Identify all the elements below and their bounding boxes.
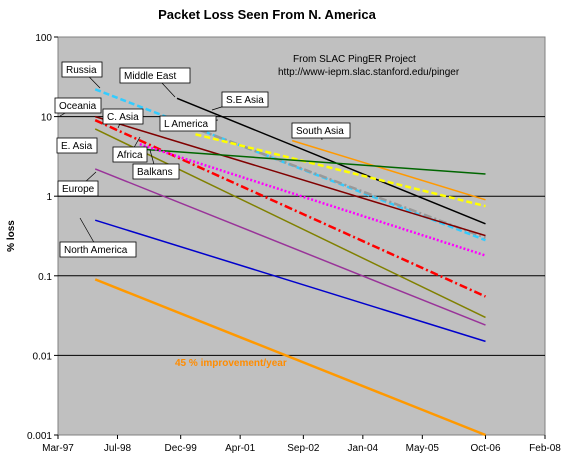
callout-label-north-america: North America	[64, 245, 128, 256]
y-tick-label: 100	[35, 33, 52, 44]
y-axis-ticks: 0.001 0.01 0.1 1 10 100	[27, 33, 58, 442]
callout-box-oceania	[54, 97, 102, 114]
y-axis-label: % loss	[6, 220, 17, 252]
improvement-label: 45 % improvement/year	[175, 358, 287, 369]
callout-label-middle-east: Middle East	[124, 71, 176, 82]
x-tick-label: Jul-98	[104, 443, 132, 454]
callout-box-africa	[112, 146, 148, 163]
series-trend-45pct	[94, 278, 486, 437]
y-tick-label: 0.1	[38, 272, 52, 283]
callout-box-europe	[57, 180, 99, 197]
callout-label-oceania: Oceania	[59, 101, 97, 112]
callout-box-e-asia	[56, 137, 98, 154]
x-tick-label: Dec-99	[165, 443, 198, 454]
x-tick-label: Feb-08	[529, 443, 561, 454]
chart-title: Packet Loss Seen From N. America	[158, 7, 376, 22]
y-tick-label: 0.001	[27, 431, 52, 442]
annotation-source: From SLAC PingER Project	[293, 54, 416, 65]
callout-label-europe: Europe	[62, 184, 95, 195]
x-tick-label: Jan-04	[348, 443, 379, 454]
series-balkans	[139, 143, 486, 257]
x-tick-label: Mar-97	[42, 443, 74, 454]
series-callouts: Russia Middle East S.E Asia Oceania C. Asia L…	[54, 61, 351, 258]
callout-box-middle-east	[119, 67, 191, 84]
callout-label-l-america: L America	[164, 119, 209, 130]
x-axis-ticks: Mar-97 Jul-98 Dec-99 Apr-01 Sep-02 Jan-04 May-…	[42, 435, 561, 454]
callout-box-russia	[61, 61, 103, 78]
y-tick-label: 1	[46, 192, 52, 203]
series-l-america	[195, 133, 486, 208]
callout-box-north-america	[59, 241, 137, 258]
callout-label-e-asia: E. Asia	[61, 141, 93, 152]
callout-box-balkans	[132, 163, 180, 180]
y-tick-label: 0.01	[33, 351, 53, 362]
x-tick-label: Sep-02	[287, 443, 320, 454]
y-tick-label: 10	[41, 113, 53, 124]
callout-label-balkans: Balkans	[137, 167, 173, 178]
series-north-america	[94, 219, 486, 343]
x-tick-label: Oct-06	[471, 443, 501, 454]
series-e-asia	[94, 128, 486, 319]
callout-box-c-asia	[102, 108, 144, 125]
callout-label-africa: Africa	[117, 150, 143, 161]
series-middle-east	[176, 97, 486, 225]
series-europe	[94, 168, 486, 326]
x-tick-label: May-05	[406, 443, 440, 454]
callout-label-c-asia: C. Asia	[107, 112, 139, 123]
callout-box-l-america	[159, 115, 217, 132]
annotation-url: http://www-iepm.slac.stanford.edu/pinger	[278, 67, 460, 78]
series-africa	[128, 147, 486, 175]
callout-box-s-e-asia	[221, 91, 269, 108]
callout-label-south-asia: South Asia	[296, 126, 344, 137]
callout-box-south-asia	[291, 122, 351, 139]
series-lines	[94, 88, 487, 437]
callout-label-russia: Russia	[66, 65, 97, 76]
series-oceania	[94, 115, 486, 237]
x-tick-label: Apr-01	[225, 443, 255, 454]
plot-area	[57, 36, 546, 436]
callout-label-s-e-asia: S.E Asia	[226, 95, 264, 106]
series-south-asia	[291, 139, 486, 201]
